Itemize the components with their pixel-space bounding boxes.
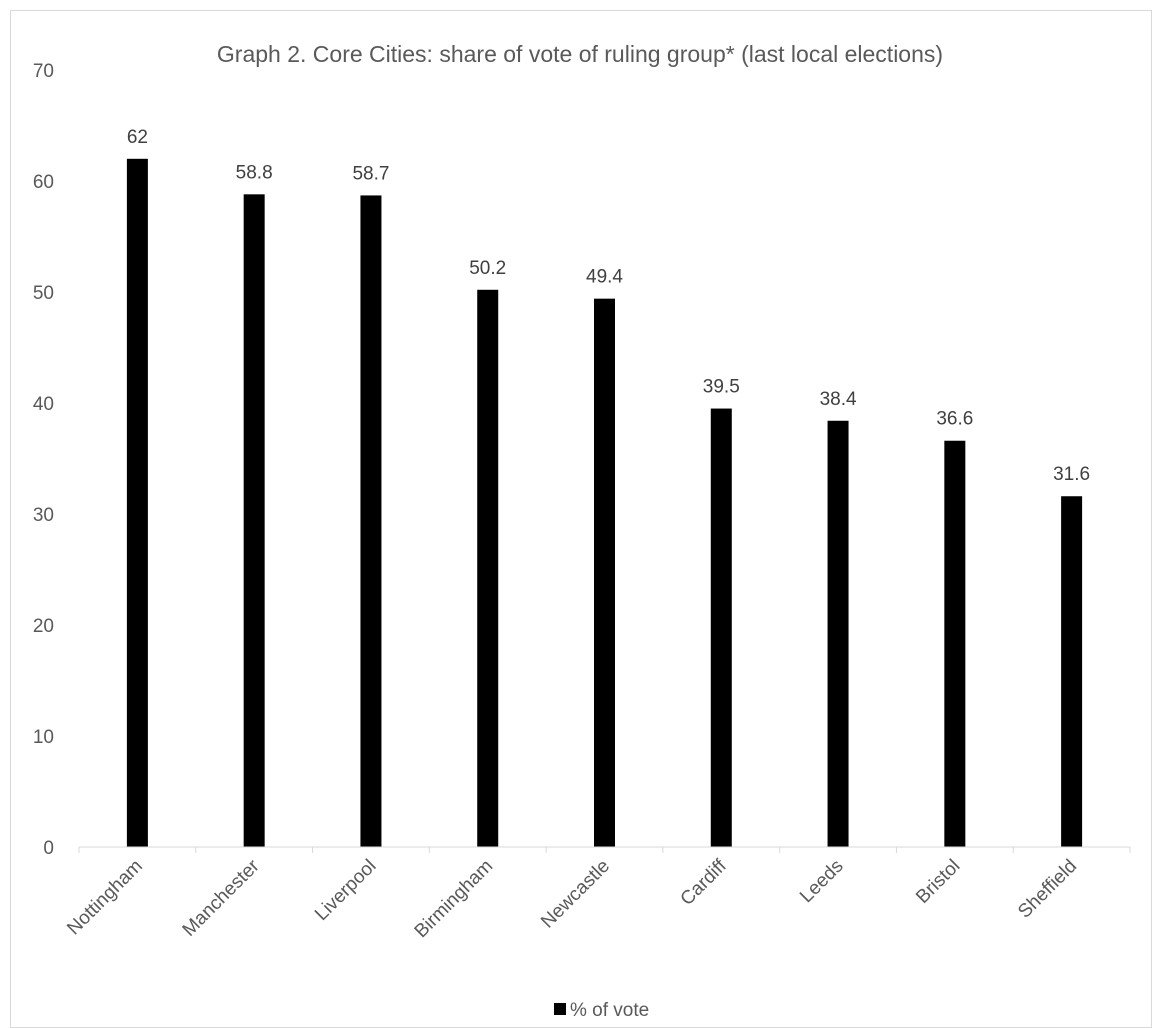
x-tick-label: Sheffield (1014, 856, 1081, 923)
x-tick-label: Cardiff (677, 855, 732, 910)
y-tick-label: 30 (33, 505, 54, 526)
legend-swatch (554, 1003, 566, 1015)
y-tick-label: 10 (33, 727, 54, 748)
y-tick-label: 60 (33, 172, 54, 193)
x-tick-label: Manchester (179, 855, 265, 941)
bar (243, 194, 265, 847)
x-tick-label: Nottingham (63, 856, 147, 940)
chart-title: Graph 2. Core Cities: share of vote of r… (217, 41, 943, 67)
legend: % of vote (554, 1000, 649, 1021)
bar (710, 408, 732, 847)
x-tick-label: Bristol (912, 856, 964, 908)
x-tick-label: Birmingham (411, 856, 498, 943)
y-tick-label: 70 (33, 61, 54, 82)
data-labels: 62 58.8 58.7 50.2 49.4 39.5 38.4 36.6 31.6 (127, 127, 1090, 485)
y-tick-label: 40 (33, 394, 54, 415)
data-label: 50.2 (469, 258, 506, 279)
data-label: 31.6 (1053, 464, 1090, 485)
bar (594, 298, 615, 847)
bars (126, 158, 1083, 848)
bar (827, 420, 849, 847)
y-tick-label: 0 (43, 838, 54, 859)
data-label: 58.7 (352, 163, 389, 184)
bar (360, 195, 382, 847)
data-label: 39.5 (703, 377, 740, 398)
bar (944, 440, 966, 847)
legend-label: % of vote (570, 1000, 649, 1021)
data-label: 36.6 (936, 409, 973, 430)
data-label: 49.4 (586, 267, 623, 288)
y-tick-label: 50 (33, 283, 54, 304)
y-tick-label: 20 (33, 616, 54, 637)
x-axis: Nottingham Manchester Liverpool Birmingham N… (63, 846, 1131, 943)
bar (477, 289, 499, 847)
bar (1061, 496, 1083, 847)
y-axis: 0 10 20 30 40 50 60 70 (33, 61, 54, 859)
data-label: 38.4 (820, 389, 857, 410)
x-tick-label: Newcastle (537, 856, 614, 933)
data-label: 62 (127, 127, 148, 148)
x-tick-label: Liverpool (311, 856, 380, 925)
bar (126, 158, 148, 848)
data-label: 58.8 (236, 162, 273, 183)
x-tick-label: Leeds (796, 856, 847, 907)
